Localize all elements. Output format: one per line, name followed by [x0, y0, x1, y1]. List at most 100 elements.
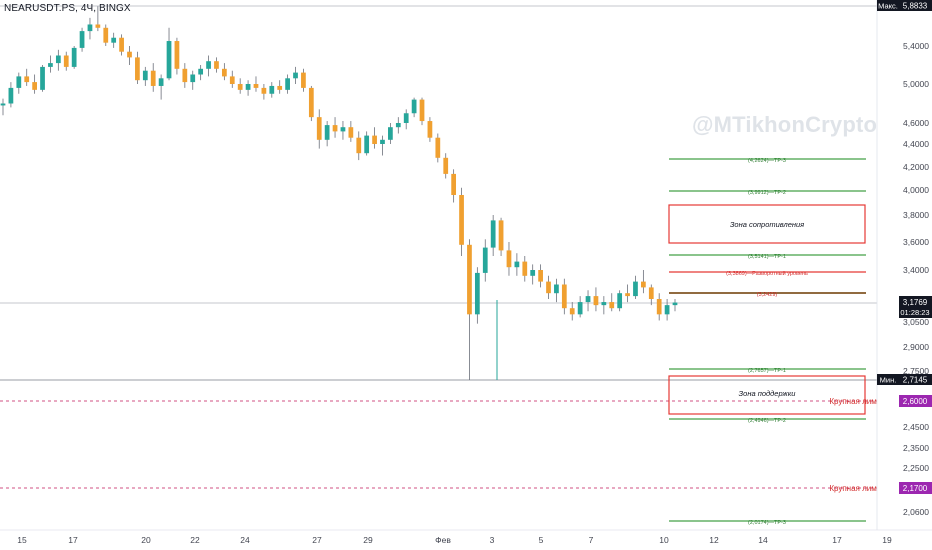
- time-axis[interactable]: [0, 530, 932, 550]
- candle-body[interactable]: [214, 61, 219, 69]
- candle-body[interactable]: [538, 270, 543, 282]
- candle-body[interactable]: [237, 84, 243, 90]
- candle-body[interactable]: [561, 284, 567, 309]
- candle-body[interactable]: [474, 272, 480, 315]
- candle-body[interactable]: [316, 117, 322, 140]
- candle-body[interactable]: [285, 78, 290, 90]
- candle-body[interactable]: [664, 305, 670, 315]
- candle-body[interactable]: [127, 51, 132, 58]
- candle-body[interactable]: [87, 24, 93, 32]
- candle-body[interactable]: [190, 74, 196, 83]
- candle-body[interactable]: [435, 137, 441, 158]
- candle-body[interactable]: [380, 139, 385, 144]
- candle-body[interactable]: [253, 84, 259, 88]
- candle-body[interactable]: [24, 76, 30, 83]
- candle-body[interactable]: [269, 85, 275, 94]
- candle-body[interactable]: [63, 55, 69, 67]
- candle-body[interactable]: [221, 68, 227, 77]
- candle-body[interactable]: [585, 296, 591, 303]
- time-tick-label: 15: [17, 535, 27, 545]
- candle-body[interactable]: [506, 250, 512, 268]
- candle-body[interactable]: [158, 78, 164, 86]
- candle-body[interactable]: [403, 113, 409, 123]
- price-tick-label: 2,0600: [903, 507, 929, 517]
- candle-body[interactable]: [71, 47, 77, 67]
- candle-body[interactable]: [569, 308, 575, 315]
- candle-body[interactable]: [672, 302, 678, 306]
- resistance-zone[interactable]: [668, 204, 866, 244]
- candle-body[interactable]: [411, 99, 417, 114]
- candle-body[interactable]: [395, 123, 401, 128]
- candle-body[interactable]: [340, 127, 346, 132]
- candle-body[interactable]: [182, 68, 188, 83]
- candle-body[interactable]: [443, 157, 449, 174]
- price-tick-label: 3,6000: [903, 237, 929, 247]
- candle-body[interactable]: [103, 27, 109, 43]
- candle-body[interactable]: [135, 57, 140, 81]
- candle-body[interactable]: [293, 72, 298, 79]
- candle-body[interactable]: [498, 220, 504, 251]
- candle-body[interactable]: [427, 121, 433, 138]
- candle-body[interactable]: [530, 270, 536, 276]
- support-zone[interactable]: [668, 375, 866, 415]
- candle-body[interactable]: [95, 24, 101, 28]
- candle-body[interactable]: [261, 87, 267, 94]
- candle-body[interactable]: [522, 261, 528, 276]
- candle-body[interactable]: [617, 293, 623, 309]
- candle-body[interactable]: [625, 293, 630, 297]
- candle-body[interactable]: [554, 284, 559, 294]
- candle-body[interactable]: [601, 302, 607, 306]
- candle-body[interactable]: [119, 37, 124, 52]
- candle-body[interactable]: [356, 137, 362, 154]
- candle-body[interactable]: [546, 281, 551, 294]
- candle-body[interactable]: [277, 85, 283, 90]
- candle-body[interactable]: [577, 302, 583, 315]
- candle-body[interactable]: [48, 63, 53, 67]
- level-tp3-lower-label: (2,0174)—TP-3: [748, 520, 786, 526]
- candle-body[interactable]: [656, 299, 662, 315]
- time-ticks-group: 15 17 20 22 24 27 29 Фев 3 5 7 10 12 14 17 19: [17, 535, 892, 545]
- candle-body[interactable]: [55, 55, 61, 64]
- price-tick-label: 4,6000: [903, 118, 929, 128]
- candle-body[interactable]: [459, 195, 464, 245]
- candle-body[interactable]: [419, 99, 425, 122]
- candle-body[interactable]: [8, 87, 14, 104]
- candle-body[interactable]: [641, 281, 646, 288]
- candle-body[interactable]: [633, 281, 638, 297]
- candle-body[interactable]: [648, 287, 654, 299]
- candle-body[interactable]: [490, 220, 496, 248]
- candle-body[interactable]: [348, 127, 354, 138]
- plot-area[interactable]: [0, 0, 877, 530]
- candle-body[interactable]: [32, 82, 37, 90]
- candle-body[interactable]: [40, 66, 45, 90]
- candle-body[interactable]: [388, 127, 393, 140]
- candle-body[interactable]: [308, 87, 314, 118]
- candle-body[interactable]: [467, 244, 472, 315]
- candle-body[interactable]: [150, 70, 156, 86]
- candle-body[interactable]: [593, 296, 599, 306]
- candle-body[interactable]: [364, 135, 370, 154]
- candle-body[interactable]: [451, 173, 457, 195]
- candle-body[interactable]: [332, 125, 338, 132]
- candle-body[interactable]: [301, 72, 306, 88]
- candle-body[interactable]: [174, 41, 180, 69]
- candle-body[interactable]: [142, 70, 148, 81]
- candle-body[interactable]: [324, 125, 330, 140]
- candle-body[interactable]: [372, 135, 377, 144]
- candle-body[interactable]: [245, 84, 251, 90]
- candle-body[interactable]: [229, 76, 235, 84]
- candle-body[interactable]: [16, 76, 22, 88]
- price-tick-label: 2,3500: [903, 443, 929, 453]
- candle-body[interactable]: [609, 302, 615, 309]
- candle-body[interactable]: [0, 103, 6, 106]
- candle-body[interactable]: [166, 41, 172, 79]
- candle-body[interactable]: [198, 68, 204, 75]
- candle-body[interactable]: [206, 61, 211, 69]
- price-axis[interactable]: [877, 0, 932, 530]
- candle-body[interactable]: [79, 31, 85, 48]
- candle-body[interactable]: [514, 261, 520, 268]
- candle-body[interactable]: [482, 247, 488, 273]
- level-entry-label: (3,2429): [757, 292, 778, 298]
- candle-body[interactable]: [111, 37, 117, 43]
